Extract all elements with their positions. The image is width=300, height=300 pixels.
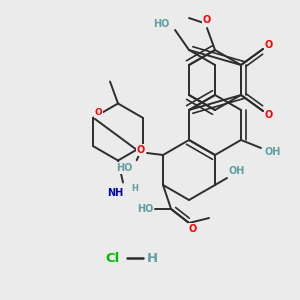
Text: HO: HO xyxy=(116,163,133,173)
Text: O: O xyxy=(189,224,197,234)
Text: O: O xyxy=(137,145,145,155)
Text: OH: OH xyxy=(265,147,281,157)
Text: O: O xyxy=(265,110,273,120)
Text: H: H xyxy=(132,184,138,193)
Text: HO: HO xyxy=(153,19,169,29)
Text: O: O xyxy=(94,108,102,117)
Text: Cl: Cl xyxy=(106,251,120,265)
Text: H: H xyxy=(146,251,158,265)
Text: OH: OH xyxy=(229,166,245,176)
Text: NH: NH xyxy=(107,188,123,197)
Text: O: O xyxy=(265,40,273,50)
Text: HO: HO xyxy=(137,204,153,214)
Text: O: O xyxy=(203,15,211,25)
